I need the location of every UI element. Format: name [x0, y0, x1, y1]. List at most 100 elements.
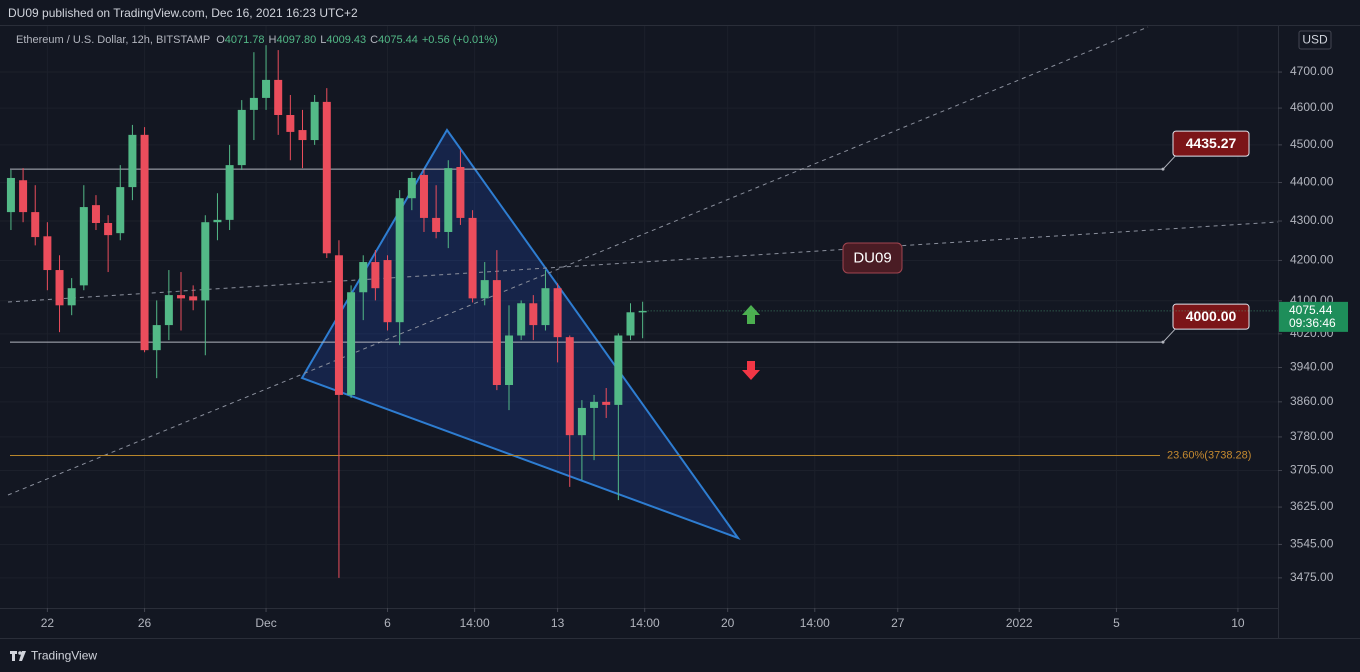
candle-body: [298, 130, 307, 141]
candle-body: [383, 260, 392, 323]
candle-body: [128, 134, 137, 188]
candle-body: [67, 288, 76, 306]
candle-body: [638, 310, 647, 313]
candle-body: [480, 280, 489, 299]
symbol-legend: Ethereum / U.S. Dollar, 12h, BITSTAMP O40…: [16, 34, 498, 46]
level-label: 4435.27: [1186, 135, 1237, 151]
y-tick-label: 3475.00: [1290, 570, 1334, 584]
candle-body: [432, 217, 441, 232]
last-price: 4075.44: [1289, 303, 1333, 317]
logo-part: [19, 651, 26, 661]
candle-body: [359, 262, 368, 293]
candle-body: [419, 174, 428, 218]
x-tick-label: 26: [138, 616, 152, 630]
x-tick-label: 5: [1113, 616, 1120, 630]
x-tick-label: 20: [721, 616, 735, 630]
logo-part: [12, 651, 15, 661]
currency[interactable]: USD: [1302, 33, 1328, 47]
candle-body: [553, 288, 562, 338]
candle-body: [602, 401, 611, 405]
candle-body: [286, 115, 295, 132]
y-tick-label: 4700.00: [1290, 64, 1334, 78]
candle-body: [492, 280, 501, 386]
candle-body: [371, 262, 380, 289]
candle-body: [347, 292, 356, 395]
symbol: Ethereum / U.S. Dollar, 12h, BITSTAMP: [16, 34, 210, 46]
x-tick-label: 6: [384, 616, 391, 630]
candle-body: [104, 222, 113, 236]
x-tick-label: 13: [551, 616, 565, 630]
candles: [6, 45, 647, 578]
level-anchor: [1161, 340, 1165, 344]
candle-body: [407, 177, 416, 199]
candle-body: [177, 295, 186, 299]
candle-body: [43, 236, 52, 271]
top-bar: [0, 0, 1360, 25]
logo: [10, 651, 26, 661]
y-tick-label: 4300.00: [1290, 213, 1334, 227]
candle-body: [31, 212, 40, 238]
candle-body: [116, 187, 125, 234]
ohlc-value: 4075.44: [378, 34, 418, 46]
candle-body: [565, 337, 574, 436]
y-tick-label: 3860.00: [1290, 394, 1334, 408]
candle-body: [577, 407, 586, 436]
candle-body: [541, 288, 550, 326]
y-tick-label: 3545.00: [1290, 537, 1334, 551]
candle-body: [505, 335, 514, 386]
candle-body: [274, 79, 283, 116]
level-leader: [1162, 327, 1177, 343]
candle-body: [213, 219, 222, 223]
x-tick-label: Dec: [255, 616, 276, 630]
up-arrow: [742, 305, 760, 324]
watermark-box: [842, 242, 903, 274]
axis-labels: 4700.00 4600.00 4500.00 4400.00 4300.00 4200.…: [41, 64, 1348, 630]
level-leader: [1162, 154, 1177, 170]
trend-line: [7, 26, 1149, 496]
candle-body: [456, 166, 465, 218]
y-tick-label: 3940.00: [1290, 360, 1334, 374]
level-label: 4000.00: [1186, 308, 1237, 324]
candle-body: [468, 217, 477, 299]
candle-body: [140, 134, 149, 351]
ohlc-value: 4097.80: [276, 34, 316, 46]
level-label-box: [1172, 130, 1250, 157]
x-tick-label: 14:00: [460, 616, 490, 630]
x-tick-label: 27: [891, 616, 905, 630]
last-price-box: [1279, 301, 1348, 332]
ohlc-value: 4071.78: [225, 34, 265, 46]
ohlc-key: H: [269, 34, 277, 46]
candle-body: [395, 198, 404, 323]
logo-part: [18, 651, 22, 655]
currency-button[interactable]: [1298, 30, 1332, 50]
candle-body: [19, 180, 28, 213]
ohlc-value: 4009.43: [326, 34, 366, 46]
candle-body: [322, 101, 331, 254]
ohlc: O4071.78 H4097.80 L4009.43 C4075.44 +0.56 (+…: [216, 34, 498, 46]
candle-body: [517, 303, 526, 336]
y-tick-label: 3705.00: [1290, 463, 1334, 477]
brand: TradingView: [31, 649, 97, 663]
candle-body: [614, 335, 623, 405]
down-arrow: [742, 361, 760, 380]
x-tick-label: 2022: [1006, 616, 1033, 630]
candle-body: [529, 303, 538, 326]
x-tick-label: 14:00: [630, 616, 660, 630]
x-tick-label: 10: [1231, 616, 1245, 630]
y-tick-label: 3780.00: [1290, 429, 1334, 443]
candle-body: [626, 312, 635, 336]
candle-body: [590, 401, 599, 408]
candle-body: [79, 207, 88, 286]
level-anchor: [1161, 167, 1165, 171]
y-tick-label: 3625.00: [1290, 499, 1334, 513]
candle-body: [334, 255, 343, 395]
watermark: DU09: [853, 249, 891, 266]
candle-body: [164, 295, 173, 326]
y-tick-label: 4200.00: [1290, 253, 1334, 267]
candle-body: [189, 296, 198, 301]
candle-body: [6, 177, 15, 213]
candle-body: [152, 325, 161, 351]
candle-body: [201, 222, 210, 301]
